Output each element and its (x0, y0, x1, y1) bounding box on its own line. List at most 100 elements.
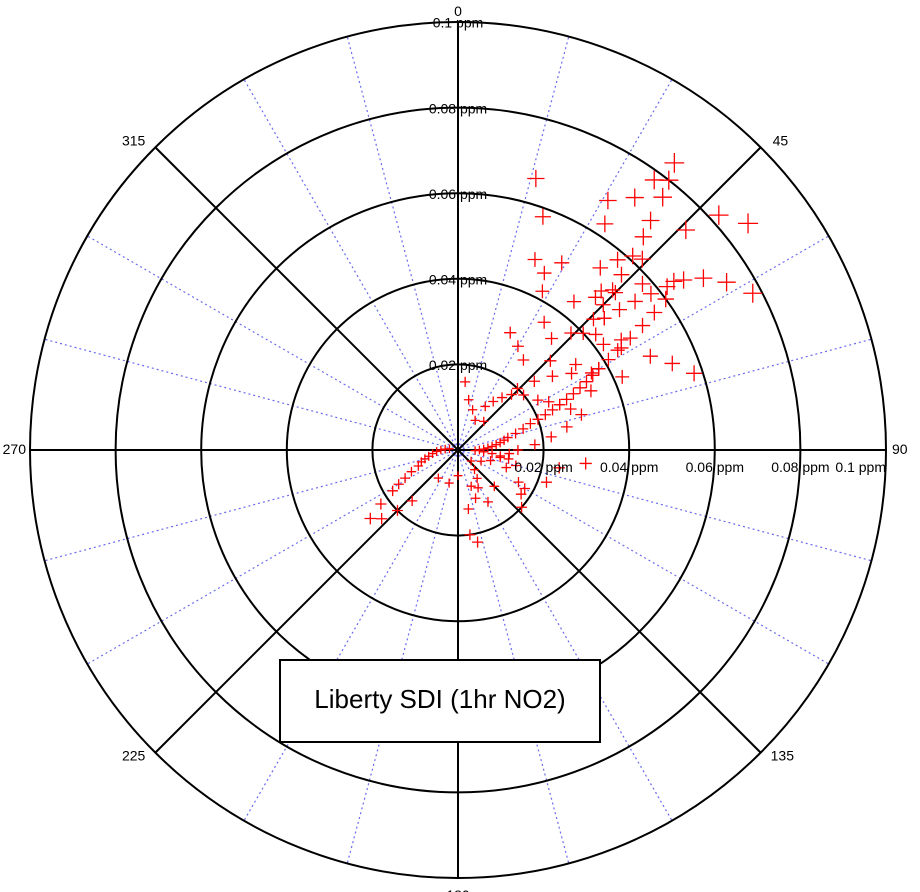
radial-tick-label: 0.04 ppm (429, 272, 487, 288)
radial-tick-label-horizontal: 0.08 ppm (771, 459, 829, 475)
minor-spoke (457, 449, 570, 864)
angle-label: 270 (3, 441, 27, 457)
data-point (743, 283, 763, 303)
data-point (553, 398, 566, 411)
data-point (612, 302, 628, 318)
data-point (534, 208, 551, 225)
radial-tick-label-horizontal: 0.02 ppm (514, 459, 572, 475)
data-point (634, 317, 651, 334)
data-point (586, 368, 600, 382)
data-point (540, 476, 553, 488)
data-point (504, 326, 517, 339)
data-point (717, 272, 736, 292)
minor-spoke (346, 449, 459, 864)
data-point (588, 289, 603, 305)
data-point (466, 481, 476, 491)
data-point (470, 446, 480, 455)
data-point (564, 403, 577, 415)
data-point (392, 505, 403, 516)
data-point (625, 188, 644, 207)
data-point (580, 375, 593, 389)
data-point (604, 282, 621, 298)
minor-spoke (346, 36, 459, 451)
data-point (512, 383, 523, 394)
data-point (375, 498, 387, 510)
data-point (545, 431, 557, 443)
angle-label: 315 (122, 132, 146, 148)
data-point (393, 479, 404, 490)
data-point (400, 473, 411, 484)
data-point (487, 449, 497, 459)
data-point (738, 213, 759, 234)
major-spoke (457, 146, 762, 451)
data-point (532, 413, 544, 425)
data-point (470, 415, 480, 425)
angle-label: 180 (446, 887, 470, 892)
data-point (453, 471, 463, 481)
angle-label: 225 (122, 748, 146, 764)
data-point (573, 381, 587, 395)
data-point (527, 252, 543, 267)
data-point (642, 348, 658, 364)
data-point (653, 187, 673, 207)
data-point (495, 437, 505, 448)
data-point (597, 311, 612, 326)
data-point (513, 477, 524, 488)
data-point (463, 394, 474, 405)
data-point (364, 512, 377, 525)
data-point (527, 169, 545, 188)
data-point (566, 294, 582, 309)
minor-spoke (457, 449, 872, 562)
minor-spoke (457, 449, 673, 821)
data-point (436, 445, 446, 455)
title-box-frame (279, 659, 601, 743)
data-point (596, 215, 614, 233)
data-point (528, 375, 541, 387)
data-point (460, 376, 471, 388)
angle-label: 45 (773, 132, 789, 148)
radial-tick-labels-horizontal: 0.02 ppm 0.04 ppm 0.06 ppm 0.08 ppm 0.1 ppm (514, 459, 886, 475)
data-point (657, 290, 674, 308)
data-point (665, 272, 683, 290)
data-point (584, 384, 598, 398)
data-point (599, 191, 617, 210)
data-point (444, 478, 454, 488)
data-point (593, 283, 609, 299)
data-point (482, 496, 493, 507)
data-point (375, 513, 388, 525)
data-point (610, 343, 625, 358)
data-point (576, 326, 591, 341)
data-point (515, 488, 527, 500)
major-spoke (154, 146, 459, 451)
data-point (565, 367, 578, 380)
data-point (567, 387, 580, 400)
data-point (510, 460, 521, 471)
data-point (479, 416, 489, 427)
radial-tick-label: 0.08 ppm (429, 100, 487, 116)
data-point (575, 408, 588, 421)
data-point (464, 529, 476, 541)
data-point (546, 370, 559, 383)
data-point (664, 355, 681, 372)
data-point (592, 260, 609, 276)
data-point (491, 440, 501, 450)
data-point (480, 401, 491, 412)
data-point (407, 495, 418, 507)
data-point (642, 285, 659, 302)
data-point (406, 466, 417, 477)
data-point (709, 205, 729, 225)
data-point (519, 483, 530, 494)
radial-tick-label-horizontal: 0.1 ppm (835, 459, 886, 475)
minor-spoke (243, 79, 459, 451)
minor-spoke (87, 235, 459, 451)
data-point (535, 284, 550, 299)
data-point (614, 332, 629, 348)
data-point (445, 444, 454, 453)
data-point (518, 423, 529, 434)
data-point (694, 269, 713, 288)
data-point (433, 473, 443, 483)
data-point (501, 462, 512, 473)
data-point (609, 251, 626, 268)
data-point (504, 448, 515, 459)
data-point (553, 462, 565, 474)
